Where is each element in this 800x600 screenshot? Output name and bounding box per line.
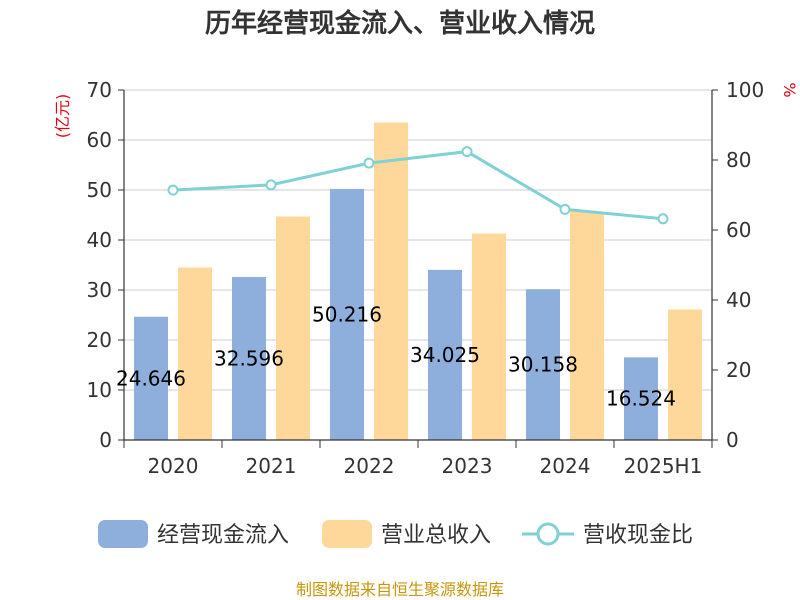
chart-title: 历年经营现金流入、营业收入情况	[205, 8, 595, 39]
ratio-polyline	[172, 150, 664, 221]
y-left-tick-label: 30	[87, 278, 112, 302]
ratio-point	[657, 213, 669, 225]
ratio-point	[363, 157, 375, 169]
bar-cash-inflow	[330, 188, 364, 440]
bar-cash-inflow	[134, 316, 168, 440]
data-label-cash-inflow: 50.216	[312, 302, 382, 326]
y-right-tick-label: 60	[726, 218, 751, 242]
y-right-tick-label: 20	[726, 358, 751, 382]
y-right-tick-label: 80	[726, 148, 751, 172]
legend: 经营现金流入 营业总收入 营收现金比	[98, 520, 693, 548]
axes: 0 10 20 30 40 50 60 70 0 20 40 60 80 100 2020 2021 2022 2…	[87, 78, 765, 478]
bar-revenue	[178, 267, 212, 440]
x-tick-label: 2024	[540, 454, 591, 478]
y-left-unit: (亿元)	[53, 94, 72, 139]
bar-revenue	[668, 309, 702, 440]
gridlines	[124, 89, 712, 441]
legend-swatch-cash-inflow	[98, 520, 148, 548]
y-left-tick-label: 20	[87, 328, 112, 352]
data-label-cash-inflow: 34.025	[410, 343, 480, 367]
legend-swatch-ratio-marker	[536, 522, 560, 546]
data-label-cash-inflow: 16.524	[606, 387, 676, 411]
ratio-point	[461, 146, 473, 158]
x-tick-label: 2023	[442, 454, 493, 478]
bars	[134, 122, 702, 440]
x-tick-label: 2021	[246, 454, 297, 478]
y-left-tick-label: 60	[87, 128, 112, 152]
ratio-point	[167, 184, 179, 196]
x-tick-label: 2025H1	[624, 454, 703, 478]
data-label-cash-inflow: 32.596	[214, 347, 284, 371]
bar-revenue	[276, 216, 310, 440]
y-right-tick-label: 40	[726, 288, 751, 312]
bar-revenue	[472, 233, 506, 440]
ratio-point	[559, 203, 571, 215]
y-left-tick-label: 40	[87, 228, 112, 252]
bar-cash-inflow	[526, 289, 560, 440]
legend-swatch-revenue	[322, 520, 372, 548]
bar-cash-inflow	[624, 357, 658, 440]
y-left-tick-label: 70	[87, 78, 112, 102]
legend-item-ratio[interactable]: 营收现金比	[522, 522, 693, 548]
bar-cash-inflow	[232, 277, 266, 440]
data-labels: 24.646 32.596 50.216 34.025 30.158 16.524	[116, 302, 676, 410]
bar-revenue	[374, 122, 408, 440]
data-label-cash-inflow: 30.158	[508, 353, 578, 377]
y-right-tick-label: 100	[726, 78, 764, 102]
legend-item-cash-inflow[interactable]: 经营现金流入	[98, 520, 289, 548]
y-right-unit: %	[780, 82, 799, 97]
y-right-tick-label: 0	[726, 428, 739, 452]
ratio-line	[167, 146, 669, 225]
y-left-tick-label: 0	[99, 428, 112, 452]
bar-cash-inflow	[428, 269, 462, 440]
x-tick-label: 2022	[344, 454, 395, 478]
ratio-point	[265, 179, 277, 191]
bar-revenue	[570, 211, 604, 440]
source-note: 制图数据来自恒生聚源数据库	[296, 580, 504, 599]
x-tick-label: 2020	[148, 454, 199, 478]
legend-label-cash-inflow: 经营现金流入	[157, 523, 289, 548]
legend-item-revenue[interactable]: 营业总收入	[322, 520, 491, 548]
legend-label-ratio: 营收现金比	[583, 523, 693, 548]
data-label-cash-inflow: 24.646	[116, 366, 186, 390]
legend-label-revenue: 营业总收入	[381, 523, 491, 548]
y-left-tick-label: 50	[87, 178, 112, 202]
y-left-tick-label: 10	[87, 378, 112, 402]
